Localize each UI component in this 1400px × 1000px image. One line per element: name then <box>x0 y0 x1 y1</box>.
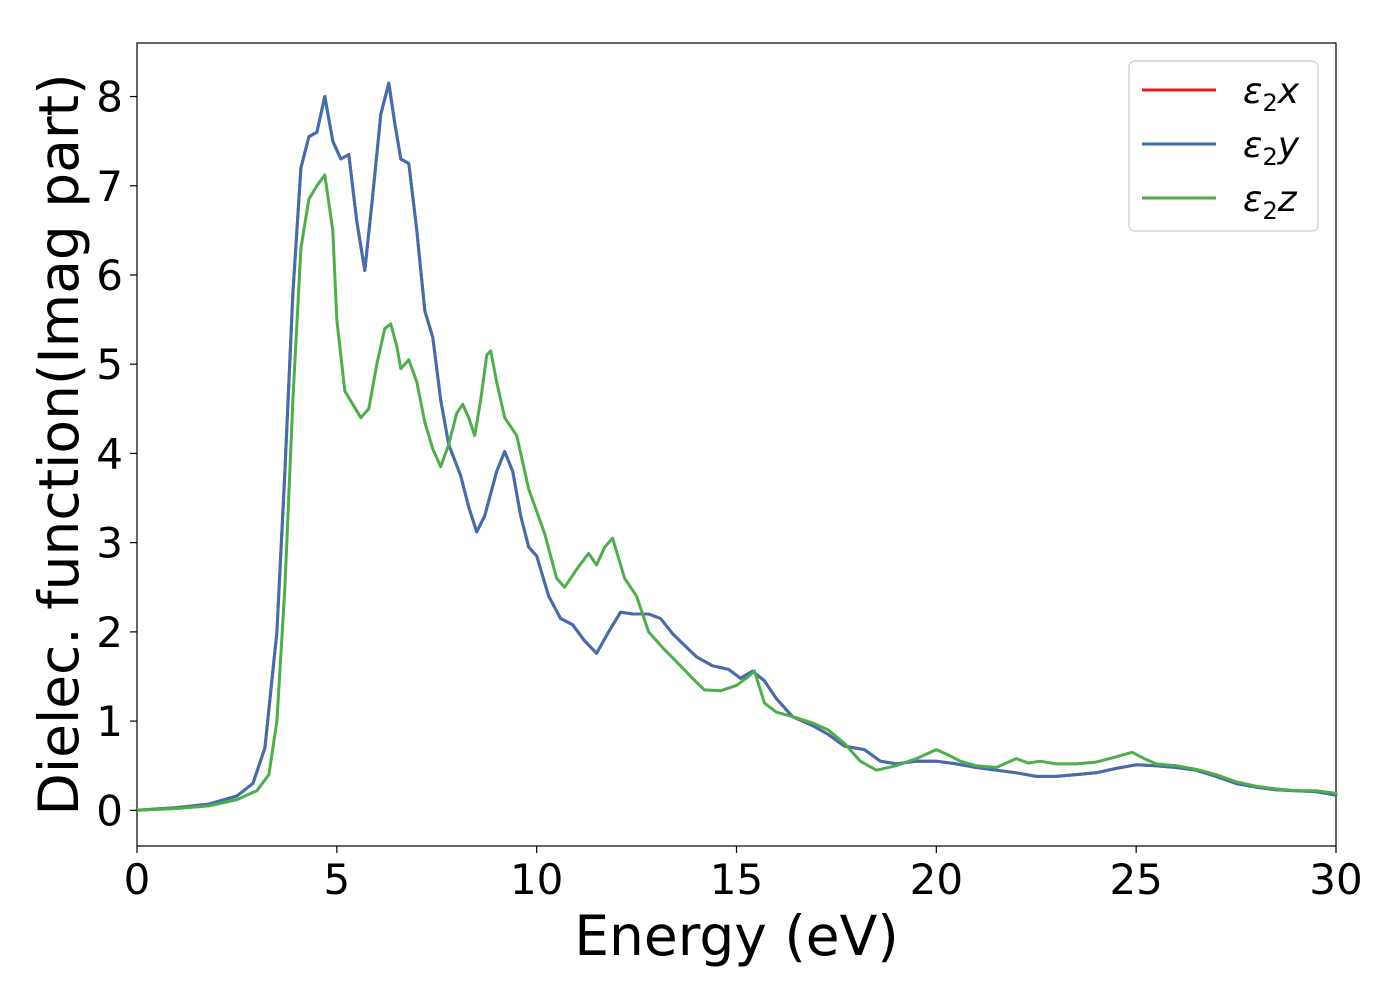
legend-label-y: ε2y <box>1243 125 1300 171</box>
y-axis-title: Dielec. function(Imag part) <box>27 73 91 815</box>
x-axis-title: Energy (eV) <box>574 904 898 968</box>
y-tick-label: 7 <box>96 162 123 211</box>
legend-box <box>1128 60 1319 232</box>
y-tick-label: 3 <box>96 519 123 568</box>
x-tick-label: 10 <box>510 855 563 904</box>
x-tick-label: 20 <box>910 855 963 904</box>
y-tick-label: 2 <box>96 608 123 657</box>
legend-label-x: ε2x <box>1243 71 1300 117</box>
series-layer <box>135 81 1338 812</box>
series-line-z <box>135 173 1338 812</box>
x-tick-label: 5 <box>323 855 350 904</box>
y-axis-ticks: 0 1 2 3 4 5 6 7 8 <box>96 73 137 835</box>
x-tick-label: 0 <box>124 855 151 904</box>
y-tick-label: 6 <box>96 251 123 300</box>
y-tick-label: 5 <box>96 340 123 389</box>
y-tick-label: 0 <box>96 786 123 835</box>
x-tick-label: 15 <box>710 855 763 904</box>
legend-label-z: ε2z <box>1243 179 1298 225</box>
series-line-y <box>135 81 1338 812</box>
y-tick-label: 8 <box>96 73 123 122</box>
legend: ε2x ε2y ε2z <box>1128 60 1319 232</box>
x-tick-label: 25 <box>1109 855 1162 904</box>
y-tick-label: 4 <box>96 429 123 478</box>
x-axis-ticks: 0 5 10 15 20 25 30 <box>124 846 1363 904</box>
y-tick-label: 1 <box>96 697 123 746</box>
x-tick-label: 30 <box>1309 855 1362 904</box>
